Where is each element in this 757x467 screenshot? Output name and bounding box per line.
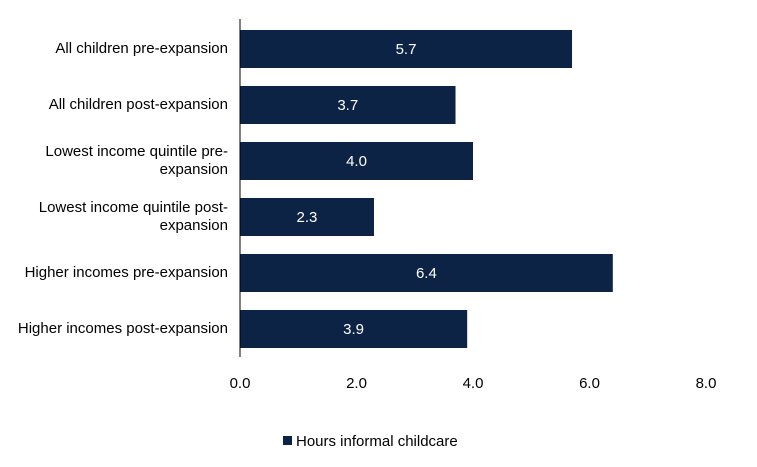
x-tick-label: 8.0 [696,375,717,392]
bar [240,254,613,292]
legend-label: Hours informal childcare [296,433,458,450]
value-label: 2.3 [297,209,318,226]
value-label: 4.0 [346,153,367,170]
bar [240,86,456,124]
value-label: 3.9 [343,321,364,338]
bar [240,142,473,180]
x-tick-label: 4.0 [463,375,484,392]
x-tick-label: 6.0 [579,375,600,392]
value-label: 5.7 [396,41,417,58]
y-tick-label: Lowest income quintile post-expansion [38,199,228,234]
y-tick-label: Lowest income quintile pre-expansion [45,143,228,178]
legend-swatch [283,436,292,445]
bar [240,198,374,236]
y-tick-label: Higher incomes post-expansion [17,320,228,337]
value-label: 6.4 [416,265,437,282]
bar [240,30,573,68]
y-tick-label: Higher incomes pre-expansion [24,264,228,281]
value-label: 3.7 [337,97,358,114]
y-tick-label: All children post-expansion [48,96,228,113]
y-tick-label: All children pre-expansion [55,40,228,57]
x-tick-label: 2.0 [346,375,367,392]
x-tick-label: 0.0 [230,375,251,392]
bar [240,310,468,348]
